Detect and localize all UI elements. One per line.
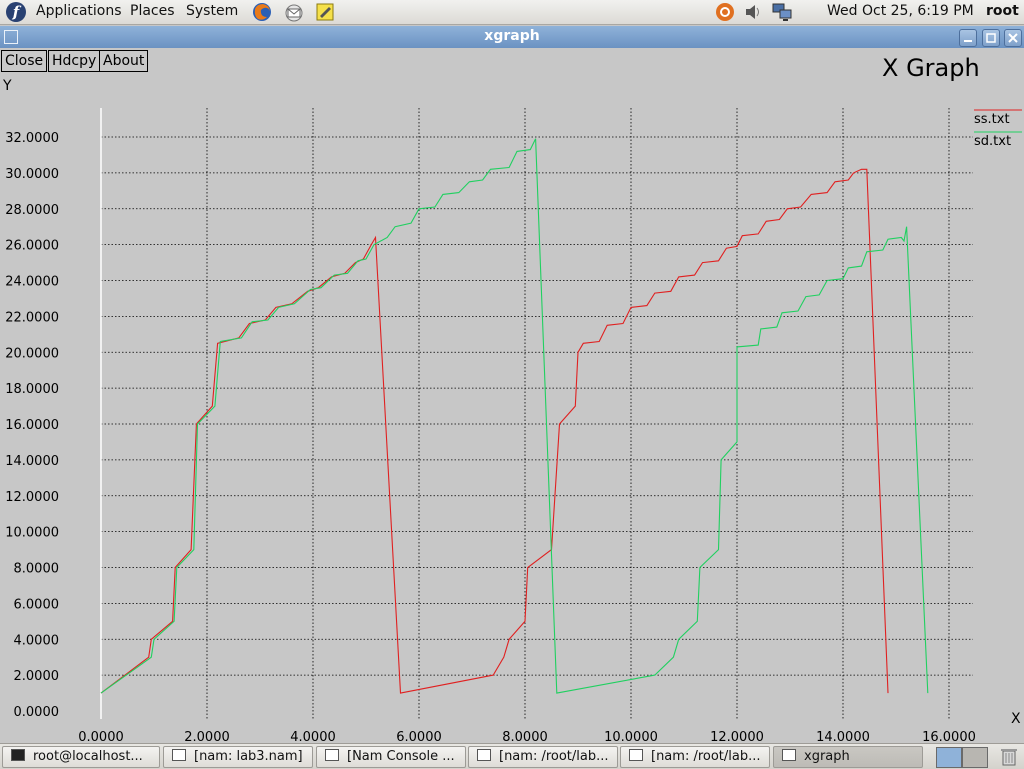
y-tick-label: 4.0000: [14, 633, 60, 648]
x-tick-label: 2.0000: [184, 730, 230, 743]
y-tick-label: 10.0000: [5, 526, 59, 541]
series-line-sd-txt: [100, 138, 929, 694]
y-tick-label: 6.0000: [14, 597, 60, 612]
task-label: xgraph: [804, 749, 850, 764]
task-label: [nam: lab3.nam]: [194, 749, 303, 764]
task-label: root@localhost...: [33, 749, 143, 764]
y-tick-label: 32.0000: [5, 131, 59, 146]
task-terminal[interactable]: root@localhost...: [2, 746, 160, 768]
minimize-icon: [964, 40, 972, 42]
workspace-2[interactable]: [962, 747, 988, 768]
network-icon[interactable]: [771, 1, 793, 23]
system-menu[interactable]: System: [186, 3, 239, 19]
window-icon: [629, 749, 643, 761]
y-axis-label: Y: [3, 78, 12, 94]
y-tick-label: 20.0000: [5, 346, 59, 361]
task-label: [nam: /root/lab...: [499, 749, 609, 764]
notes-icon[interactable]: [314, 1, 336, 23]
y-tick-label: 2.0000: [14, 669, 60, 684]
applications-menu[interactable]: Applications: [36, 3, 122, 19]
xgraph-client-area: 0.0000 2.0000 4.0000 6.0000 8.0000 10.0000 12.…: [0, 48, 1024, 743]
window-icon: [782, 749, 796, 761]
minimize-button[interactable]: [959, 29, 977, 47]
x-tick-label: 10.0000: [604, 730, 658, 743]
evolution-mail-icon[interactable]: [283, 1, 305, 23]
y-tick-label: 22.0000: [5, 310, 59, 325]
workspace-1[interactable]: [936, 747, 962, 768]
taskbar: root@localhost... [nam: lab3.nam] [Nam C…: [0, 743, 1024, 769]
close-window-button[interactable]: [1004, 29, 1022, 47]
maximize-button[interactable]: [982, 29, 1000, 47]
top-panel: f Applications Places System Wed Oct 25,…: [0, 0, 1024, 25]
fedora-logo-icon[interactable]: f: [6, 2, 26, 22]
x-axis-label: X: [1011, 711, 1021, 727]
task-nam-lab3[interactable]: [nam: lab3.nam]: [163, 746, 313, 768]
firefox-icon[interactable]: [251, 1, 273, 23]
window-icon: [172, 749, 186, 761]
window-titlebar[interactable]: xgraph: [0, 26, 1024, 48]
x-tick-label: 16.0000: [922, 730, 976, 743]
y-tick-label: 8.0000: [14, 562, 60, 577]
maximize-icon: [986, 33, 996, 43]
window-icon: [325, 749, 339, 761]
graph-title: X Graph: [882, 54, 980, 82]
task-xgraph[interactable]: xgraph: [773, 746, 923, 768]
legend-label: sd.txt: [974, 134, 1011, 149]
x-tick-label: 0.0000: [78, 730, 124, 743]
x-tick-label: 6.0000: [396, 730, 442, 743]
task-nam-root-lab-1[interactable]: [nam: /root/lab...: [468, 746, 618, 768]
task-nam-console[interactable]: [Nam Console ...: [316, 746, 466, 768]
user-name[interactable]: root: [986, 3, 1019, 19]
hdcpy-button[interactable]: Hdcpy: [48, 50, 101, 72]
x-tick-label: 8.0000: [502, 730, 548, 743]
y-tick-label: 12.0000: [5, 490, 59, 505]
legend-label: ss.txt: [974, 112, 1010, 127]
task-nam-root-lab-2[interactable]: [nam: /root/lab...: [620, 746, 770, 768]
x-tick-label: 14.0000: [816, 730, 870, 743]
window-menu-button[interactable]: [4, 30, 18, 44]
line-chart: 0.0000 2.0000 4.0000 6.0000 8.0000 10.0000 12.…: [5, 108, 1022, 743]
close-button[interactable]: Close: [1, 50, 48, 72]
close-icon: [1008, 33, 1018, 43]
update-notifier-icon[interactable]: [714, 1, 736, 23]
y-tick-label: 28.0000: [5, 203, 59, 218]
series-line-ss-txt: [100, 168, 889, 694]
window-title: xgraph: [484, 28, 540, 44]
task-label: [nam: /root/lab...: [651, 749, 761, 764]
terminal-icon: [11, 749, 25, 761]
y-tick-label: 0.0000: [14, 705, 60, 720]
places-menu[interactable]: Places: [130, 3, 175, 19]
y-tick-label: 14.0000: [5, 454, 59, 469]
window-icon: [477, 749, 491, 761]
about-button[interactable]: About: [99, 50, 149, 72]
trash-icon[interactable]: [1000, 747, 1018, 766]
clock[interactable]: Wed Oct 25, 6:19 PM: [827, 3, 974, 19]
volume-icon[interactable]: [742, 1, 764, 23]
y-tick-label: 18.0000: [5, 382, 59, 397]
x-tick-label: 4.0000: [290, 730, 336, 743]
y-tick-label: 26.0000: [5, 239, 59, 254]
y-tick-label: 24.0000: [5, 275, 59, 290]
y-tick-label: 16.0000: [5, 418, 59, 433]
x-tick-label: 12.0000: [710, 730, 764, 743]
task-label: [Nam Console ...: [347, 749, 455, 764]
y-tick-label: 30.0000: [5, 167, 59, 182]
